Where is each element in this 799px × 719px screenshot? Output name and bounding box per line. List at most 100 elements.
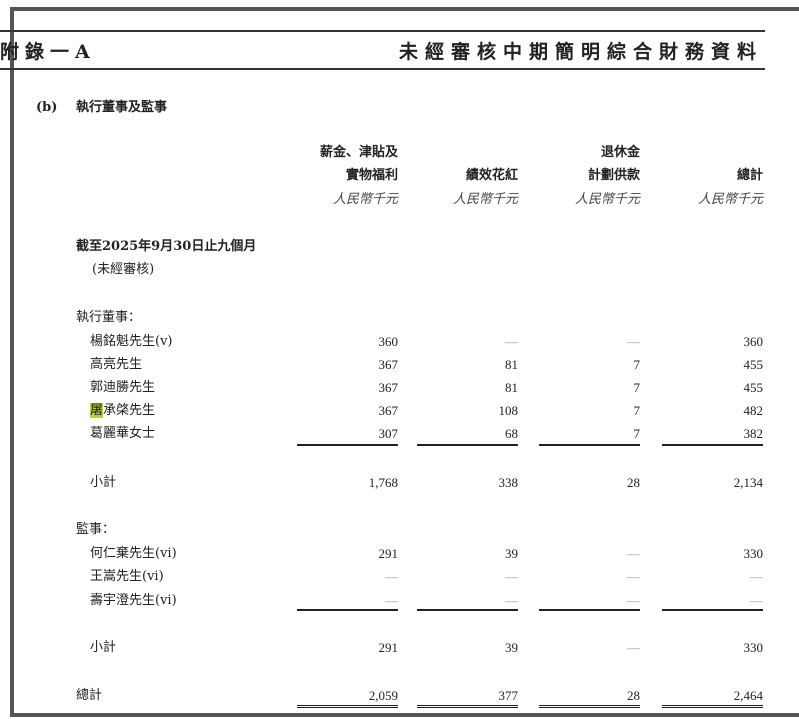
column-unit: 人民幣千元: [574, 192, 640, 207]
header-bottom-rule: [0, 68, 765, 70]
executive-label: 執行董事：: [76, 310, 142, 325]
row-name: 何仁棄先生(vi): [90, 546, 177, 561]
column-header-line1: 薪金、津貼及: [319, 145, 398, 160]
total-double-underline: [662, 705, 763, 708]
executive-subtotal-value: 28: [627, 475, 640, 490]
column-header: 績效花紅: [465, 168, 518, 183]
supervisors-subtotal-value: 39: [505, 640, 518, 655]
executive-subtotal-value: 338: [498, 475, 519, 490]
column-header-line1: 退休金: [600, 145, 640, 160]
table-row-value: —: [627, 546, 640, 561]
table-row-label: 高亮先生: [90, 357, 142, 373]
period-note: (未經審核): [92, 262, 155, 277]
row-name: 總計: [76, 688, 103, 703]
row-name: 葛麗華女士: [90, 426, 156, 441]
table-row-value: 39: [505, 546, 518, 561]
grand-total-value: 377: [498, 688, 519, 703]
row-name: 小計: [90, 640, 117, 655]
row-name: 壽宇澄先生(vi): [90, 593, 177, 608]
table-row-value: 68: [505, 426, 518, 441]
row-name: 楊銘魁先生(v): [90, 334, 173, 349]
table-row-value: —: [627, 569, 640, 584]
period-title: 截至2025年9月30日止九個月: [76, 239, 257, 254]
grand-total-value: 2,464: [733, 688, 763, 703]
table-row-label: 壽宇澄先生(vi): [90, 593, 177, 609]
row-name: 郭迪勝先生: [90, 380, 156, 395]
column-unit: 人民幣千元: [332, 192, 398, 207]
table-row-value: 367: [378, 380, 399, 395]
page-frame: [10, 7, 799, 717]
column-header: 計劃供款: [587, 168, 640, 183]
section-marker: (b): [36, 100, 58, 115]
table-row-value: —: [505, 569, 518, 584]
table-row-value: 81: [505, 357, 518, 372]
highlighted-char: 屠: [90, 403, 104, 418]
table-row-value: 360: [378, 334, 399, 349]
subtotal-underline: [539, 609, 640, 611]
subtotal-underline: [417, 444, 518, 446]
executive-subtotal-value: 1,768: [368, 475, 398, 490]
table-row-label: 屠承棨先生: [90, 403, 155, 419]
table-row-value: 307: [378, 426, 399, 441]
header-top-rule: [0, 30, 765, 32]
table-row-value: 367: [378, 357, 399, 372]
row-name: 承棨先生: [103, 403, 156, 418]
table-row-value: 382: [743, 426, 764, 441]
table-row-value: 7: [633, 426, 641, 441]
table-row-value: 330: [743, 546, 764, 561]
column-unit: 人民幣千元: [697, 192, 763, 207]
subtotal-underline: [297, 444, 398, 446]
table-row-value: 455: [743, 380, 764, 395]
document-title: 未經審核中期簡明綜合財務資料: [398, 41, 763, 63]
total-double-underline: [417, 705, 518, 708]
subtotal-underline: [297, 609, 398, 611]
subtotal-underline: [417, 609, 518, 611]
table-row-value: —: [385, 569, 398, 584]
table-row-value: 108: [498, 403, 519, 418]
table-row-value: 7: [633, 357, 641, 372]
grand-total-value: 28: [627, 688, 640, 703]
subtotal-underline: [662, 444, 763, 446]
table-row-value: 367: [378, 403, 399, 418]
table-row-label: 郭迪勝先生: [90, 380, 155, 396]
table-row-value: 482: [743, 403, 764, 418]
table-row-value: 360: [743, 334, 764, 349]
table-row-value: —: [385, 593, 398, 608]
table-row-value: 291: [378, 546, 399, 561]
supervisors-subtotal-value: 330: [743, 640, 764, 655]
subtotal-underline: [539, 444, 640, 446]
table-row-value: —: [750, 593, 763, 608]
table-row-label: 何仁棄先生(vi): [90, 546, 177, 562]
grand-total-value: 2,059: [368, 688, 398, 703]
grand-total-label: 總計: [76, 688, 102, 704]
table-row-label: 王嵩先生(vi): [90, 569, 164, 585]
supervisors-label: 監事：: [76, 522, 116, 537]
supervisors-subtotal-value: —: [627, 640, 640, 655]
table-row-value: 455: [743, 357, 764, 372]
table-row-value: —: [505, 334, 518, 349]
appendix-title: 附錄一A: [0, 41, 96, 63]
supervisors-subtotal-label: 小計: [90, 640, 116, 656]
row-name: 王嵩先生(vi): [90, 569, 164, 584]
total-double-underline: [297, 705, 398, 708]
table-row-value: —: [627, 334, 640, 349]
supervisors-subtotal-value: 291: [378, 640, 399, 655]
executive-subtotal-label: 小計: [90, 475, 116, 491]
table-row-value: 81: [505, 380, 518, 395]
section-title: 執行董事及監事: [76, 100, 168, 115]
total-double-underline: [539, 705, 640, 708]
table-row-value: —: [627, 593, 640, 608]
table-row-value: 7: [633, 403, 641, 418]
row-name: 小計: [90, 475, 117, 490]
table-row-label: 楊銘魁先生(v): [90, 334, 173, 350]
table-row-value: —: [505, 593, 518, 608]
table-row-label: 葛麗華女士: [90, 426, 155, 442]
column-header: 實物福利: [345, 168, 398, 183]
row-name: 高亮先生: [90, 357, 143, 372]
column-unit: 人民幣千元: [452, 192, 518, 207]
table-row-value: —: [750, 569, 763, 584]
subtotal-underline: [662, 609, 763, 611]
table-row-value: 7: [633, 380, 641, 395]
executive-subtotal-value: 2,134: [733, 475, 763, 490]
column-header: 總計: [736, 168, 763, 183]
